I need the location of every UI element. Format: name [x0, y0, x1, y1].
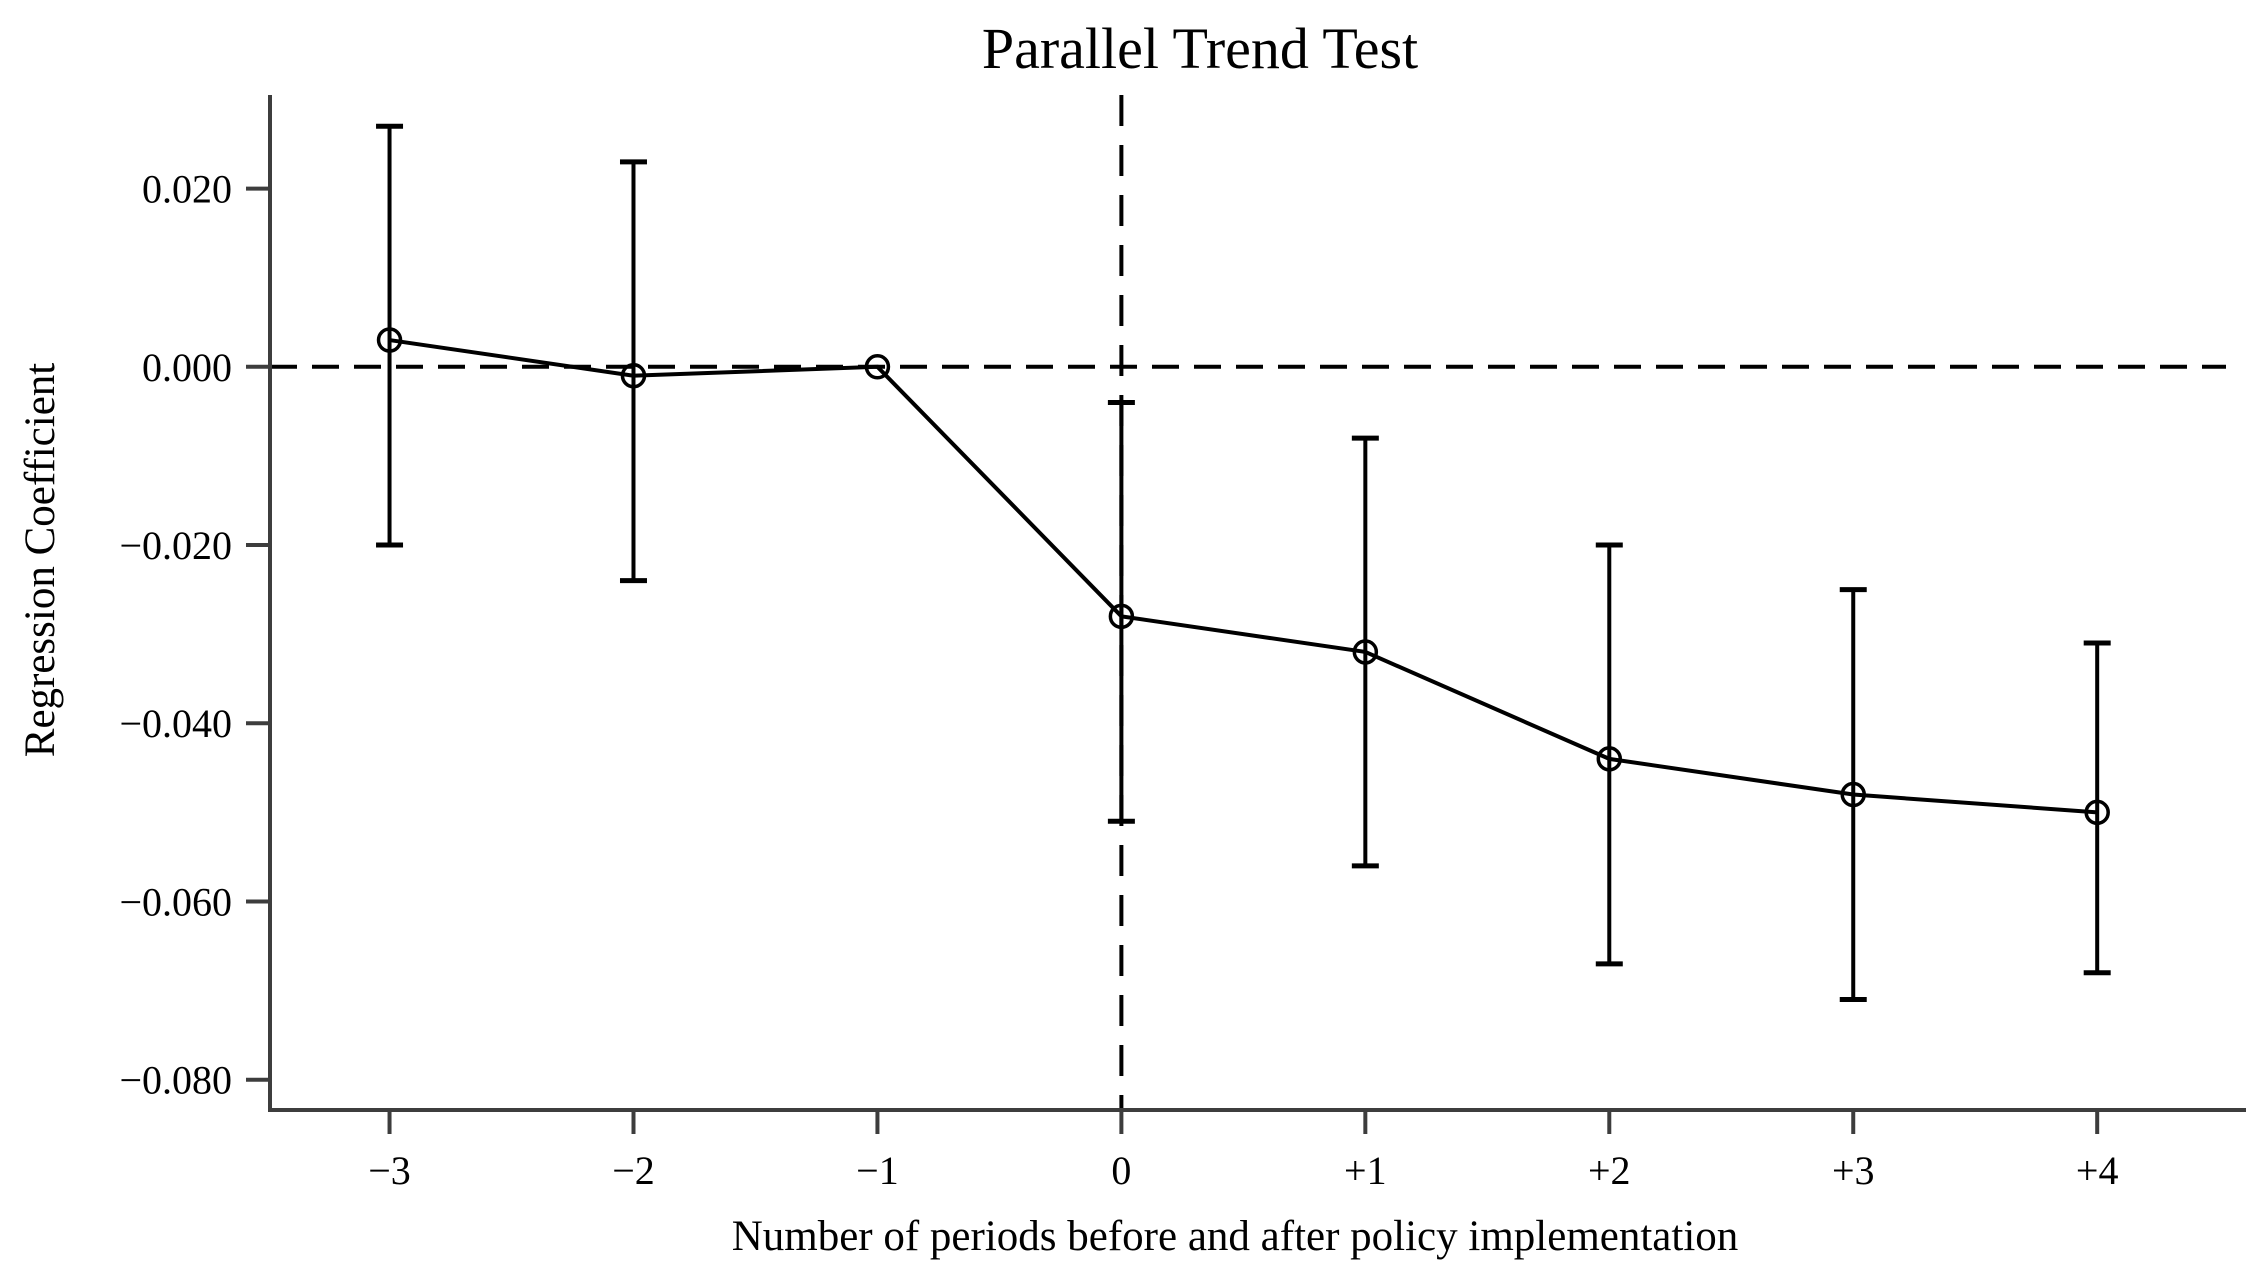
error-bar: [2083, 640, 2111, 976]
y-tick-label: 0.020: [142, 167, 232, 212]
error-bar: [376, 123, 404, 548]
x-tick-label: 0: [1111, 1148, 1131, 1193]
x-tick-label: +2: [1588, 1148, 1631, 1193]
x-tick-label: −3: [368, 1148, 411, 1193]
y-axis-title: Regression Coefficient: [17, 363, 64, 758]
coefficient-line: [389, 338, 2098, 815]
data-point-marker: [620, 362, 647, 389]
x-tick-label: −1: [856, 1148, 899, 1193]
error-bar: [619, 159, 647, 584]
error-bar: [1595, 542, 1623, 967]
x-axis-title: Number of periods before and after polic…: [732, 1213, 1739, 1260]
data-point-marker: [1596, 746, 1623, 772]
data-point-marker: [1840, 781, 1866, 808]
data-point-marker: [2084, 799, 2110, 826]
data-point-marker: [376, 327, 403, 353]
reference-lines-layer: [270, 95, 2226, 1110]
data-series-layer: [376, 123, 2111, 1002]
data-point-marker: [1352, 639, 1379, 665]
y-tick-label: 0.000: [142, 345, 232, 390]
x-tick-label: +1: [1344, 1148, 1387, 1193]
x-tick-label: +3: [1832, 1148, 1875, 1193]
x-tick-label: −2: [612, 1148, 655, 1193]
x-tick-label: +4: [2076, 1148, 2119, 1193]
y-tick-label: −0.060: [119, 879, 232, 924]
error-bar: [1107, 399, 1135, 824]
chart-title: Parallel Trend Test: [982, 16, 1418, 81]
data-point-marker: [864, 354, 891, 380]
y-tick-label: −0.080: [119, 1058, 232, 1103]
y-tick-label: −0.040: [119, 701, 232, 746]
data-point-marker: [1108, 603, 1135, 630]
y-tick-label: −0.020: [119, 523, 232, 568]
axis-ticks-layer: 0.020 0.000 −0.020 −0.040 −0.060 −0.080 −3 −2 −1…: [119, 167, 2118, 1193]
